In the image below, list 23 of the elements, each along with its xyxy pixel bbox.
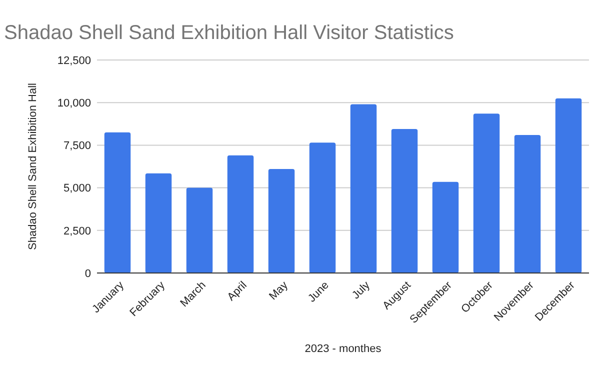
y-tick-label: 12,500 <box>57 54 91 67</box>
y-tick-label: 7,500 <box>63 140 91 152</box>
bar <box>432 182 459 273</box>
x-tick-label: July <box>350 279 373 302</box>
bar <box>473 114 500 273</box>
bar <box>309 142 336 273</box>
bar <box>391 129 418 273</box>
x-axis-title: 2023 - monthes <box>304 343 382 355</box>
bar <box>514 134 541 273</box>
bar <box>145 173 172 273</box>
bar <box>555 98 582 273</box>
chart-title: Shadao Shell Sand Exhibition Hall Visitor Statistics <box>4 22 454 44</box>
y-tick-label: 0 <box>84 268 91 280</box>
y-axis-title: Shadao Shell Sand Exhibition Hall <box>27 83 39 250</box>
y-tick-label: 5,000 <box>63 182 91 195</box>
y-tick-label: 10,000 <box>57 97 91 110</box>
bar <box>104 132 131 273</box>
bar <box>227 155 254 273</box>
bar <box>350 104 377 273</box>
x-tick-label: May <box>267 279 291 303</box>
bar <box>268 169 295 273</box>
bar <box>186 188 213 273</box>
y-tick-label: 2,500 <box>63 225 91 238</box>
